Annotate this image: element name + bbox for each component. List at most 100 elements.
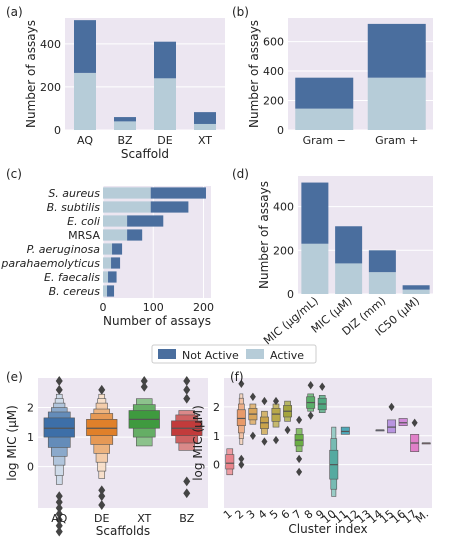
bar-not-active xyxy=(154,41,176,79)
bar-active xyxy=(367,77,426,130)
y-tick-label: 400 xyxy=(40,38,61,51)
plot-area xyxy=(224,378,432,508)
boxen-box xyxy=(86,419,118,436)
y-axis-label: Number of assays xyxy=(247,20,261,128)
y-tick-label: P. aeruginosa xyxy=(27,243,101,256)
outlier-marker xyxy=(284,425,291,435)
outlier-marker xyxy=(296,415,303,425)
outlier-marker xyxy=(55,376,63,386)
y-tick-label: 200 xyxy=(263,95,284,108)
y-tick-label: 0 xyxy=(213,459,220,472)
y-tick-label: 0 xyxy=(27,461,34,474)
bar-not-active xyxy=(367,23,426,78)
bar-not-active xyxy=(368,250,396,273)
outlier-marker xyxy=(55,503,63,513)
panel-e: 0 1 2 AQ DE XT BZ Scaffolds log MIC (μM) (e) xyxy=(5,370,208,538)
outlier-marker xyxy=(55,491,63,502)
y-tick-label: S. aureus xyxy=(48,187,100,200)
legend-label: Active xyxy=(270,349,304,362)
outlier-marker xyxy=(183,376,191,386)
boxen-box xyxy=(340,426,350,435)
bar-active xyxy=(103,215,128,227)
x-tick-label: 0 xyxy=(100,301,107,314)
panel-label: (f) xyxy=(230,370,244,384)
panel-a: 0 200 400 AQ BZ DE XT Scaffold Number of assays(… xyxy=(6,5,225,161)
panel-label: (c) xyxy=(6,167,22,181)
panel-label: (b) xyxy=(232,5,249,19)
bar-not-active xyxy=(74,20,96,73)
y-axis-label: log MIC (μM) xyxy=(5,405,19,481)
boxen-box xyxy=(398,418,408,426)
x-tick-label: MIC (μg/mL) xyxy=(261,294,321,347)
x-axis-label: Scaffolds xyxy=(96,524,150,538)
y-tick-label: 2 xyxy=(27,402,34,415)
x-tick-label: BZ xyxy=(179,512,195,525)
panel-b: 0 200 400 600 Gram − Gram + Number of assays(b… xyxy=(232,5,433,147)
y-tick-label: 2 xyxy=(213,401,220,414)
outlier-marker xyxy=(55,526,63,537)
boxen-box xyxy=(387,419,397,434)
y-axis-label: log MIC (μM) xyxy=(191,405,205,481)
outlier-marker xyxy=(140,376,148,386)
boxen-box xyxy=(43,417,75,438)
bar-not-active xyxy=(112,243,123,255)
y-tick-label: 0 xyxy=(54,124,61,137)
outlier-marker xyxy=(319,382,326,391)
bar-active xyxy=(103,201,151,213)
y-tick-label: 400 xyxy=(263,65,284,78)
x-axis-label: Scaffold xyxy=(121,147,169,161)
y-tick-label: 200 xyxy=(40,81,61,94)
panel-label: (d) xyxy=(232,167,249,181)
x-tick-label: BZ xyxy=(117,134,133,147)
y-tick-label: E. coli xyxy=(67,215,100,228)
outlier-marker xyxy=(261,437,268,446)
legend: Not Active Active xyxy=(151,344,317,364)
outlier-marker xyxy=(388,402,395,412)
x-tick-label: AQ xyxy=(51,512,67,525)
outlier-marker xyxy=(273,435,279,445)
outlier-marker xyxy=(238,379,245,388)
bar-not-active xyxy=(127,215,164,227)
y-tick-label: MRSA xyxy=(68,229,100,242)
bar-active xyxy=(103,229,128,241)
y-tick-label: 1 xyxy=(213,430,220,443)
panel-label: (a) xyxy=(6,5,23,19)
outlier-marker xyxy=(273,396,279,406)
boxen-box xyxy=(271,408,281,422)
x-tick-label: XT xyxy=(137,512,151,525)
bar-not-active xyxy=(150,201,189,213)
outlier-marker xyxy=(183,476,191,487)
outlier-marker xyxy=(55,384,63,395)
legend-frame xyxy=(151,344,317,364)
y-tick-label: 600 xyxy=(263,36,284,49)
outlier-marker xyxy=(307,411,314,420)
x-tick-label: DE xyxy=(94,512,109,525)
y-tick-label: B. cereus xyxy=(49,285,101,298)
outlier-marker xyxy=(411,418,418,427)
bar-active xyxy=(103,187,151,199)
y-tick-label: 0 xyxy=(277,124,284,137)
bar-active xyxy=(335,263,363,294)
outlier-marker xyxy=(296,454,303,464)
bar-active xyxy=(154,78,176,130)
y-axis-label: Number of assays xyxy=(257,181,271,289)
outlier-marker xyxy=(98,500,106,510)
bar-not-active xyxy=(402,285,430,290)
bar-not-active xyxy=(108,271,117,283)
y-tick-label: B. subtilis xyxy=(47,201,101,214)
x-tick-label: 7 xyxy=(290,507,304,521)
x-axis-label: Cluster index xyxy=(288,522,367,536)
legend-swatch xyxy=(158,349,176,359)
y-tick-label: 1 xyxy=(27,431,34,444)
x-tick-label: XT xyxy=(198,134,212,147)
outlier-marker xyxy=(183,393,191,404)
outlier-marker xyxy=(183,384,191,395)
outlier-marker xyxy=(55,509,63,519)
bar-active xyxy=(368,272,396,294)
y-tick-label: 0 xyxy=(287,288,294,301)
outlier-marker xyxy=(261,396,268,406)
outlier-marker xyxy=(140,381,148,392)
